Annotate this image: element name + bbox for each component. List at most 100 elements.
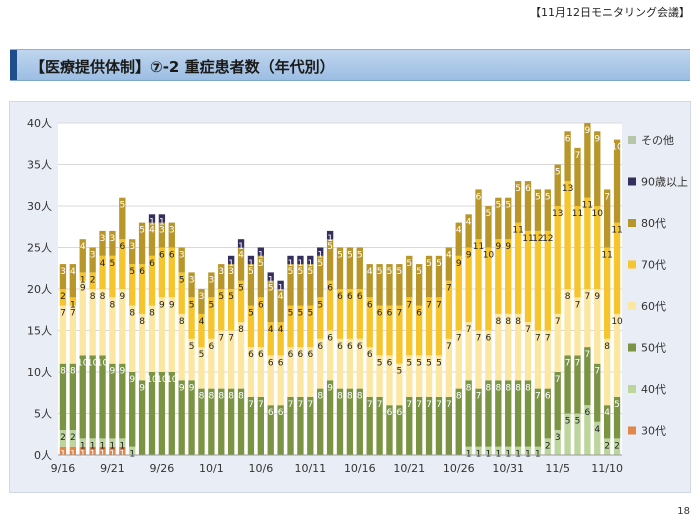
data-label: 1 [228, 259, 234, 269]
data-label: 4 [100, 259, 106, 269]
data-label: 4 [80, 242, 86, 252]
bar-segment [495, 197, 502, 240]
bar-segment [594, 421, 601, 455]
bar-segment [505, 313, 512, 381]
bar-segment [514, 446, 522, 455]
data-label: 5 [179, 275, 185, 285]
bar-segment [613, 438, 621, 455]
bar-segment [603, 405, 611, 439]
data-label: 2 [604, 441, 610, 451]
bar-segment [148, 222, 156, 256]
bar-segment [79, 272, 86, 281]
data-label: 5 [387, 267, 393, 277]
bar-segment [237, 388, 245, 455]
bar-segment [208, 297, 215, 339]
data-label: 9 [179, 383, 185, 393]
bar-segment [544, 230, 551, 331]
bar-segment [603, 438, 611, 455]
legend-swatch [628, 343, 636, 352]
bar-segment [218, 264, 225, 289]
bar-segment [613, 222, 621, 314]
bar-segment [317, 338, 324, 389]
data-label: 9 [119, 367, 125, 377]
chart-panel: 0人5人10人15人20人25人30人35人40人128723128714111… [9, 101, 691, 493]
bar-segment [148, 372, 156, 455]
data-label: 4 [278, 292, 284, 302]
bar-segment [178, 380, 185, 455]
data-label: 1 [110, 441, 116, 451]
data-label: 9 [495, 242, 501, 252]
data-label: 6 [327, 284, 333, 294]
data-label: 5 [486, 209, 492, 219]
data-label: 8 [209, 392, 215, 402]
data-label: 8 [604, 342, 610, 352]
bar-segment [366, 264, 373, 298]
bar-segment [495, 380, 502, 447]
y-tick-label: 20人 [27, 283, 52, 296]
bar-segment [396, 264, 403, 306]
data-label: 10 [611, 317, 623, 327]
data-label: 2 [90, 275, 96, 285]
data-label: 11 [611, 226, 622, 236]
data-label: 7 [575, 300, 581, 310]
bar-segment [376, 305, 383, 356]
bar-segment [168, 372, 175, 455]
data-label: 8 [199, 392, 205, 402]
data-label: 5 [189, 300, 195, 310]
bar-segment [178, 247, 185, 273]
bar-segment [386, 264, 393, 306]
bar-segment [148, 305, 156, 372]
bar-segment [534, 330, 542, 389]
data-label: 5 [337, 251, 343, 261]
bar-segment [119, 289, 126, 364]
bar-segment [584, 347, 591, 406]
data-label: 7 [466, 325, 472, 335]
data-label: 7 [476, 392, 482, 402]
bar-segment [336, 338, 344, 389]
data-label: 5 [218, 292, 224, 302]
data-label: 5 [248, 267, 254, 277]
bar-segment [109, 363, 116, 439]
bar-segment [59, 289, 67, 306]
legend-label: 60代 [641, 300, 666, 313]
page-title: 【医療提供体制】⑦-2 重症患者数（年代別） [30, 58, 335, 76]
y-tick-label: 30人 [27, 200, 52, 213]
bar-segment [376, 355, 383, 397]
bar-segment [317, 247, 324, 256]
data-label: 3 [218, 267, 224, 277]
data-label: 5 [307, 267, 313, 277]
data-label: 11 [522, 234, 533, 244]
bar-segment [366, 297, 373, 348]
data-label: 7 [397, 309, 403, 319]
bar-segment [138, 264, 146, 314]
bar-segment [237, 239, 245, 248]
bar-segment [79, 438, 86, 447]
bar-segment [564, 131, 571, 182]
bar-segment [613, 139, 621, 223]
data-label: 10 [156, 375, 168, 385]
bar-segment [524, 230, 532, 323]
y-tick-label: 15人 [27, 325, 52, 338]
bar-segment [158, 297, 166, 372]
data-label: 8 [228, 392, 234, 402]
data-label: 4 [70, 267, 76, 277]
bar-segment [455, 255, 462, 331]
data-label: 3 [159, 226, 165, 236]
data-label: 7 [594, 367, 600, 377]
bar-segment [455, 388, 462, 455]
data-label: 1 [90, 441, 96, 451]
bar-segment [356, 247, 363, 289]
data-label: 7 [60, 309, 66, 319]
data-label: 5 [377, 267, 383, 277]
legend-swatch [628, 260, 636, 269]
bar-segment [346, 338, 354, 389]
data-label: 6 [397, 408, 403, 418]
bar-segment [277, 289, 284, 323]
bar-segment [425, 396, 433, 455]
data-label: 6 [387, 309, 393, 319]
data-label: 5 [258, 259, 264, 269]
bar-segment [188, 338, 195, 381]
data-label: 5 [436, 358, 442, 368]
bar-segment [376, 396, 383, 455]
data-label: 1 [119, 441, 125, 451]
